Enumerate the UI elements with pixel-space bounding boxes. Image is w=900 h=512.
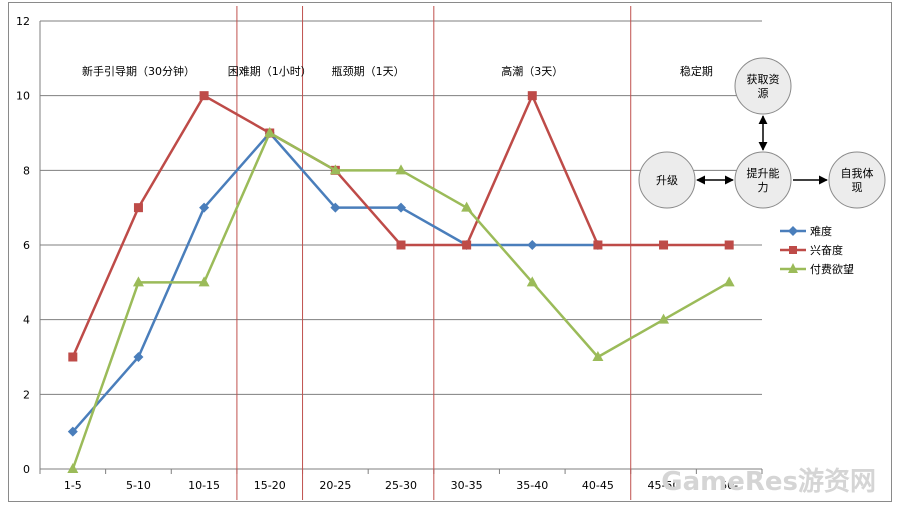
data-point [527,240,538,250]
watermark: GameRes游资网 [661,467,876,497]
cycle-node-label: 提升能 [747,166,780,180]
data-point [658,313,670,324]
phase-label: 稳定期 [680,64,713,78]
x-tick-label: 25-30 [385,479,417,492]
data-point [724,240,734,250]
data-point [462,240,472,250]
x-tick-label: 50- [720,479,738,492]
x-tick-label: 15-20 [254,479,286,492]
y-tick-label: 4 [23,314,30,327]
data-point [461,201,473,212]
legend-marker [788,226,798,236]
data-point [396,202,406,213]
data-point [132,276,144,287]
data-point [199,91,209,101]
data-point [67,426,78,437]
y-tick-label: 10 [16,90,30,103]
data-point [133,203,143,213]
data-point [592,351,604,361]
cycle-node-level-up [638,151,696,209]
cycle-node-express [828,151,886,209]
data-point [329,164,341,175]
phase-label: 高潮（3天） [501,64,563,78]
x-tick-label: 20-25 [319,479,351,492]
cycle-node-label: 现 [852,181,863,194]
cycle-node-label: 源 [758,86,769,100]
x-tick-label: 10-15 [188,479,220,492]
data-point [264,127,276,137]
legend-marker [789,246,797,254]
data-point [395,164,407,175]
data-point [526,276,538,287]
x-tick-label: 5-10 [126,479,151,492]
cycle-node-label: 力 [758,181,769,194]
x-tick-label: 1-5 [64,479,82,492]
legend-label: 难度 [810,224,832,238]
data-point [198,276,210,287]
data-point [593,240,603,250]
phase-label: 新手引导期（30分钟） [82,64,195,78]
y-tick-label: 12 [16,15,30,28]
data-point [330,202,341,213]
cycle-node-label: 自我体 [841,166,874,180]
y-tick-label: 6 [23,239,30,252]
data-point [199,202,210,213]
data-point [723,276,735,287]
data-point [68,352,78,362]
cycle-node-acquire [734,57,792,115]
legend-label: 兴奋度 [810,243,843,257]
data-point [527,91,537,101]
y-tick-label: 0 [23,463,30,476]
cycle-node-label: 升级 [656,174,678,187]
data-point [133,352,144,362]
cycle-node-label: 获取资 [747,73,780,86]
data-point [67,463,79,473]
x-tick-label: 40-45 [582,479,614,492]
data-point [659,240,669,250]
y-tick-label: 8 [23,164,30,177]
x-tick-label: 45-50 [648,479,680,492]
x-tick-label: 30-35 [451,479,483,492]
cycle-node-improve [734,151,792,209]
x-tick-label: 35-40 [516,479,548,492]
phase-label: 瓶颈期（1天） [332,64,405,78]
data-point [396,240,406,250]
y-tick-label: 2 [23,388,30,401]
legend-marker [788,263,798,273]
legend-label: 付费欲望 [810,262,854,276]
phase-label: 困难期（1小时） [228,65,312,78]
